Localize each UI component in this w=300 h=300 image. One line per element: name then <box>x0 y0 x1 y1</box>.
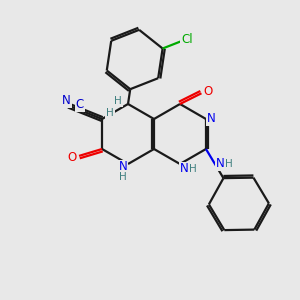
Text: H: H <box>114 96 122 106</box>
Text: H: H <box>106 108 114 118</box>
Text: H: H <box>189 164 197 174</box>
Text: C: C <box>76 98 84 111</box>
Text: N: N <box>62 94 71 107</box>
Text: Cl: Cl <box>182 33 193 46</box>
Text: N: N <box>216 158 225 170</box>
Text: N: N <box>180 163 188 176</box>
Text: O: O <box>204 85 213 98</box>
Text: O: O <box>68 152 77 164</box>
Text: H: H <box>119 172 127 182</box>
Text: N: N <box>207 112 215 125</box>
Text: H: H <box>225 159 233 169</box>
Text: N: N <box>118 160 127 173</box>
